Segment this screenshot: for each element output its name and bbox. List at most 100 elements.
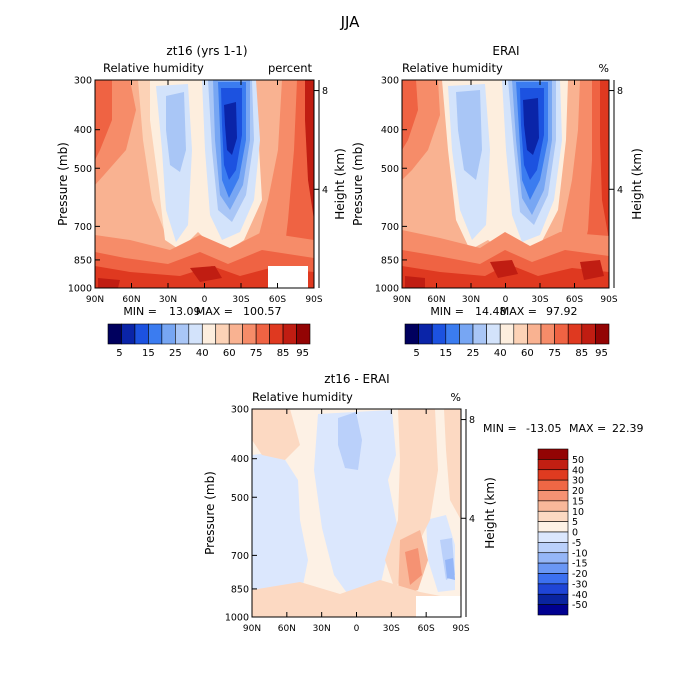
y-tick-label: 500	[231, 493, 249, 504]
panel-diff: zt16 - ERAI Relative humidity % 90N 60N 30…	[203, 372, 644, 634]
colorbar-swatch	[537, 531, 569, 543]
colorbar-swatch	[537, 500, 569, 512]
missing-data-box	[416, 596, 461, 617]
panel-model-axes: 90N 60N 30N 0 30S 60S 90S 300 400 500 700 850 1000 8 4	[68, 76, 328, 306]
panel-obs-variable: Relative humidity	[402, 61, 503, 75]
colorbar-label: 0	[572, 528, 578, 539]
stat-min-value: 14.48	[475, 305, 507, 318]
panel-model-ylabel: Pressure (mb)	[56, 142, 70, 226]
y-tick-label: 1000	[225, 613, 249, 624]
y-tick-label: 700	[381, 222, 399, 233]
stat-max-label: MAX =	[500, 305, 537, 318]
colorbar-label: -50	[572, 600, 588, 611]
y-right-tick-label: 4	[617, 185, 623, 196]
x-tick-label: 60N	[122, 295, 140, 305]
colorbar-label: 25	[467, 348, 480, 359]
stat-min-label: MIN =	[483, 422, 517, 435]
x-tick-label: 90S	[600, 295, 617, 305]
colorbar-swatch	[161, 323, 176, 345]
y-tick-label: 850	[74, 255, 92, 266]
colorbar-swatch	[537, 459, 569, 471]
colorbar-label: 15	[572, 496, 584, 507]
colorbar-swatch	[567, 323, 583, 345]
colorbar-label: 50	[572, 455, 584, 466]
x-tick-label: 90N	[243, 624, 261, 634]
colorbar-label: 40	[494, 348, 507, 359]
colorbar-swatch	[537, 583, 569, 595]
stat-min-label: MIN =	[430, 305, 464, 318]
colorbar-swatch	[107, 323, 122, 345]
field-red-left	[95, 80, 112, 160]
colorbar-label: 40	[196, 348, 209, 359]
x-tick-label: 0	[503, 295, 509, 305]
y-tick-label: 700	[231, 551, 249, 562]
x-tick-label: 30S	[232, 295, 249, 305]
field-red-right	[280, 80, 314, 288]
colorbar-swatch	[296, 323, 311, 345]
colorbar-swatch	[242, 323, 257, 345]
colorbar-swatch	[175, 323, 190, 345]
y-tick-label: 850	[381, 255, 399, 266]
colorbar-swatch	[537, 542, 569, 554]
colorbar-swatch	[537, 593, 569, 605]
colorbar-label: 60	[521, 348, 534, 359]
colorbar-swatch	[472, 323, 487, 345]
field-pos-left	[252, 409, 300, 460]
colorbar-swatch	[581, 323, 596, 345]
field-neg-right-3	[445, 558, 455, 580]
stat-max-value: 22.39	[612, 422, 644, 435]
panel-model: zt16 (yrs 1-1) Relative humidity percent	[56, 44, 347, 359]
panel-model-stats: MIN = 13.09 MAX = 100.57	[123, 305, 281, 318]
colorbar-label: -40	[572, 590, 588, 601]
x-tick-label: 90N	[393, 295, 411, 305]
x-tick-label: 90S	[452, 624, 469, 634]
colorbar-label: -20	[572, 569, 588, 580]
field-darkred-right	[305, 80, 314, 220]
colorbar-swatch	[513, 323, 528, 345]
x-tick-label: 90N	[86, 295, 104, 305]
colorbar-swatch	[554, 323, 569, 345]
panel-diff-axes: 90N 60N 30N 0 30S 60S 90S 300 400 500 700 850 1000 8 4	[225, 405, 475, 635]
colorbar-swatch	[537, 573, 569, 585]
panel-diff-ylabel-right: Height (km)	[483, 477, 497, 548]
x-tick-label: 60N	[278, 624, 296, 634]
colorbar-swatch	[404, 323, 419, 345]
field-pos-right-1	[385, 409, 438, 590]
y-tick-label: 1000	[68, 284, 92, 295]
colorbar-label: 60	[223, 348, 236, 359]
colorbar-swatch	[537, 469, 569, 481]
colorbar-swatch	[537, 521, 569, 533]
x-tick-label: 60S	[269, 295, 286, 305]
x-tick-label: 30N	[313, 624, 331, 634]
field-neg-central	[314, 410, 398, 600]
field-blue-left	[166, 92, 186, 172]
colorbar-swatch	[188, 323, 203, 345]
panel-model-units: percent	[268, 61, 313, 75]
stat-max-value: 97.92	[546, 305, 578, 318]
colorbar-swatch	[595, 323, 610, 345]
colorbar-swatch	[459, 323, 474, 345]
colorbar-swatch	[134, 323, 149, 345]
colorbar-swatch	[486, 323, 501, 345]
x-tick-label: 30N	[159, 295, 177, 305]
y-tick-label: 400	[381, 125, 399, 136]
field-pos-bottom	[252, 580, 461, 617]
stat-max-label: MAX =	[569, 422, 606, 435]
field-pos-right-4	[405, 548, 422, 585]
field-neg-central-2	[338, 412, 362, 470]
y-tick-label: 500	[74, 164, 92, 175]
colorbar-swatch	[148, 323, 163, 345]
colorbar-swatch	[540, 323, 555, 345]
colorbar-swatch	[537, 479, 569, 491]
panel-obs-ylabel: Pressure (mb)	[351, 142, 365, 226]
colorbar-swatch	[445, 323, 460, 345]
colorbar-swatch	[215, 323, 230, 345]
field-blue-left	[456, 90, 482, 180]
colorbar-label: 15	[439, 348, 452, 359]
colorbar-label: 5	[413, 348, 419, 359]
panel-obs-units: %	[599, 62, 609, 75]
colorbar-label: 85	[277, 348, 290, 359]
colorbar-swatch	[282, 323, 297, 345]
